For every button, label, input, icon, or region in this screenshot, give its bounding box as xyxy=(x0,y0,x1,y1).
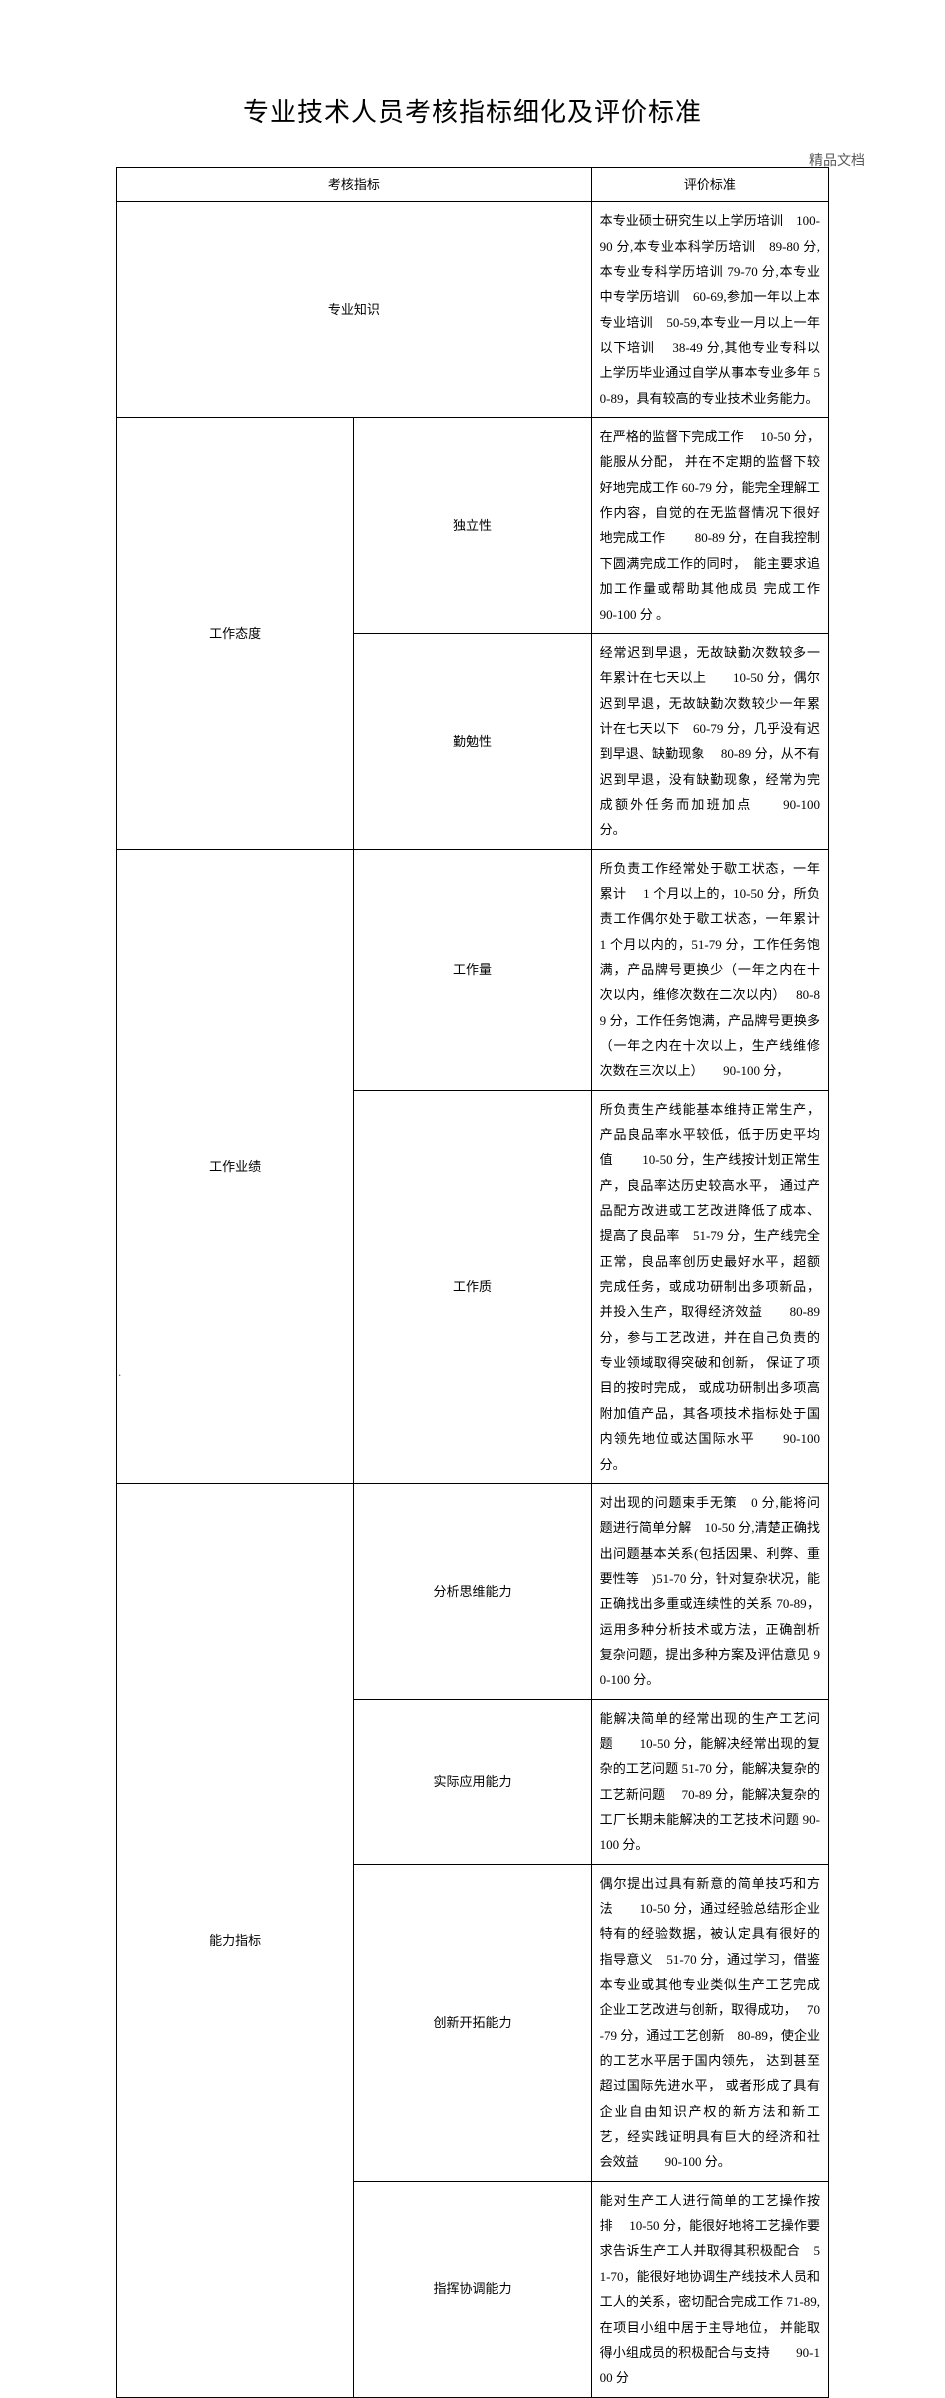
evaluation-table: 考核指标 评价标准 专业知识 本专业硕士研究生以上学历培训 100-90 分,本… xyxy=(116,167,829,2398)
standard-cell: 偶尔提出过具有新意的简单技巧和方法 10-50 分，通过经验总结形企业特有的经验… xyxy=(591,1864,828,2181)
footer-dot: . xyxy=(118,1364,121,1380)
table-header-row: 考核指标 评价标准 xyxy=(117,168,829,202)
group-indicator: 能力指标 xyxy=(117,1483,354,2397)
group-indicator: 工作态度 xyxy=(117,418,354,850)
sub-indicator: 勤勉性 xyxy=(354,633,591,849)
header-indicator: 考核指标 xyxy=(117,168,592,202)
standard-cell: 经常迟到早退，无故缺勤次数较多一年累计在七天以上 10-50 分，偶尔迟到早退，… xyxy=(591,633,828,849)
table-row: 专业知识 本专业硕士研究生以上学历培训 100-90 分,本专业本科学历培训 8… xyxy=(117,202,829,418)
standard-cell: 本专业硕士研究生以上学历培训 100-90 分,本专业本科学历培训 89-80 … xyxy=(591,202,828,418)
sub-indicator: 分析思维能力 xyxy=(354,1483,591,1699)
sub-indicator: 工作量 xyxy=(354,849,591,1090)
standard-cell: 在严格的监督下完成工作 10-50 分，能服从分配， 并在不定期的监督下较好地完… xyxy=(591,418,828,634)
standard-cell: 所负责工作经常处于歇工状态，一年累计 1 个月以上的，10-50 分，所负责工作… xyxy=(591,849,828,1090)
document-title: 专业技术人员考核指标细化及评价标准 xyxy=(0,92,945,129)
page-watermark: 精品文档 xyxy=(809,150,865,170)
standard-cell: 能解决简单的经常出现的生产工艺问题 10-50 分，能解决经常出现的复杂的工艺问… xyxy=(591,1699,828,1864)
sub-indicator: 创新开拓能力 xyxy=(354,1864,591,2181)
sub-indicator: 指挥协调能力 xyxy=(354,2181,591,2397)
sub-indicator: 独立性 xyxy=(354,418,591,634)
sub-indicator: 实际应用能力 xyxy=(354,1699,591,1864)
group-indicator: 工作业绩 xyxy=(117,849,354,1483)
table-row: 工作态度 独立性 在严格的监督下完成工作 10-50 分，能服从分配， 并在不定… xyxy=(117,418,829,634)
table-row: 能力指标 分析思维能力 对出现的问题束手无策 0 分,能将问题进行简单分解 10… xyxy=(117,1483,829,1699)
header-standard: 评价标准 xyxy=(591,168,828,202)
sub-indicator: 专业知识 xyxy=(117,202,592,418)
standard-cell: 对出现的问题束手无策 0 分,能将问题进行简单分解 10-50 分,清楚正确找出… xyxy=(591,1483,828,1699)
sub-indicator: 工作质 xyxy=(354,1090,591,1483)
standard-cell: 能对生产工人进行简单的工艺操作按排 10-50 分，能很好地将工艺操作要求告诉生… xyxy=(591,2181,828,2397)
table-row: 工作业绩 工作量 所负责工作经常处于歇工状态，一年累计 1 个月以上的，10-5… xyxy=(117,849,829,1090)
evaluation-table-wrapper: 考核指标 评价标准 专业知识 本专业硕士研究生以上学历培训 100-90 分,本… xyxy=(116,167,829,2398)
standard-cell: 所负责生产线能基本维持正常生产，产品良品率水平较低，低于历史平均值 10-50 … xyxy=(591,1090,828,1483)
